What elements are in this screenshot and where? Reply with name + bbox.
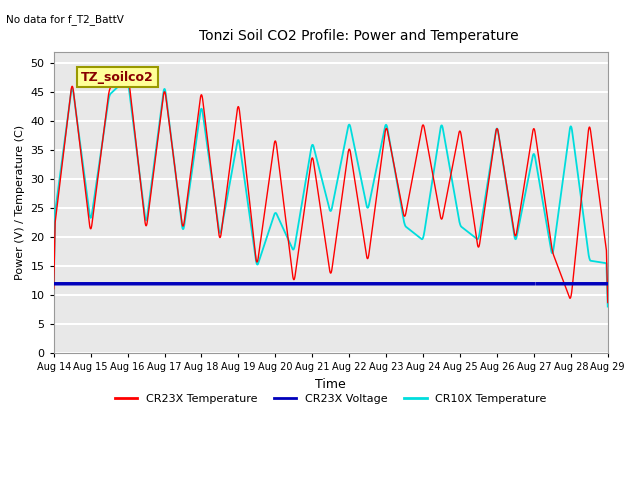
- Legend: CR23X Temperature, CR23X Voltage, CR10X Temperature: CR23X Temperature, CR23X Voltage, CR10X …: [110, 389, 551, 408]
- Title: Tonzi Soil CO2 Profile: Power and Temperature: Tonzi Soil CO2 Profile: Power and Temper…: [198, 29, 518, 43]
- Text: TZ_soilco2: TZ_soilco2: [81, 71, 154, 84]
- Text: No data for f_T2_BattV: No data for f_T2_BattV: [6, 14, 124, 25]
- Y-axis label: Power (V) / Temperature (C): Power (V) / Temperature (C): [15, 125, 25, 280]
- X-axis label: Time: Time: [316, 378, 346, 391]
